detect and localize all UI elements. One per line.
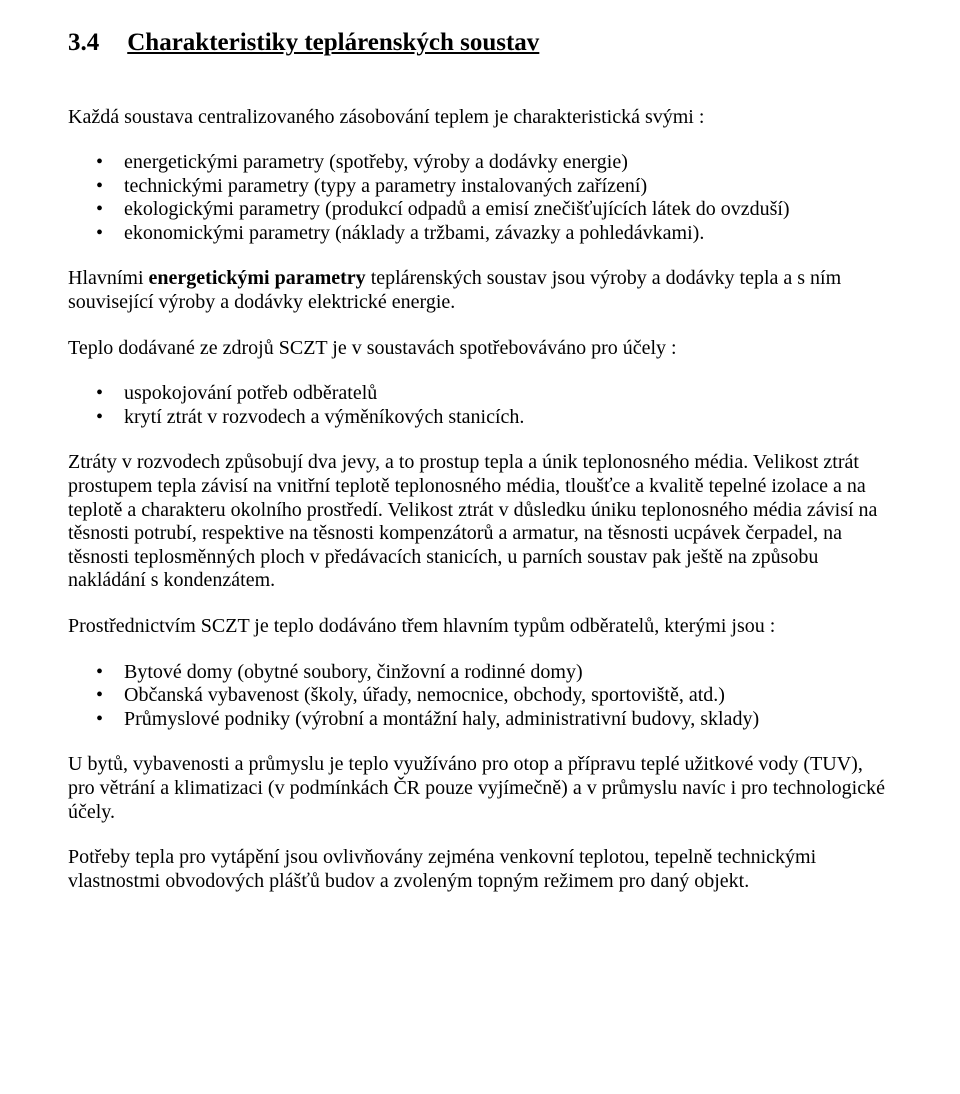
paragraph-intro-1: Každá soustava centralizovaného zásobová… bbox=[68, 106, 892, 130]
paragraph-heat-use: U bytů, vybavenosti a průmyslu je teplo … bbox=[68, 753, 892, 824]
list-item: ekonomickými parametry (náklady a tržbam… bbox=[96, 222, 892, 246]
list-purposes: uspokojování potřeb odběratelů krytí ztr… bbox=[68, 382, 892, 429]
list-item: technickými parametry (typy a parametry … bbox=[96, 175, 892, 199]
text-bold: energetickými parametry bbox=[149, 267, 366, 289]
section-heading: 3.4 Charakteristiky teplárenských soustav bbox=[68, 28, 892, 58]
list-item: Bytové domy (obytné soubory, činžovní a … bbox=[96, 661, 892, 685]
list-item: krytí ztrát v rozvodech a výměníkových s… bbox=[96, 406, 892, 430]
list-parameters: energetickými parametry (spotřeby, výrob… bbox=[68, 151, 892, 245]
paragraph-heating-needs: Potřeby tepla pro vytápění jsou ovlivňov… bbox=[68, 846, 892, 893]
list-item: ekologickými parametry (produkcí odpadů … bbox=[96, 198, 892, 222]
paragraph-energetic-params: Hlavními energetickými parametry tepláre… bbox=[68, 267, 892, 314]
paragraph-losses: Ztráty v rozvodech způsobují dva jevy, a… bbox=[68, 451, 892, 593]
text-prefix: Hlavními bbox=[68, 267, 149, 289]
list-item: energetickými parametry (spotřeby, výrob… bbox=[96, 151, 892, 175]
list-item: Průmyslové podniky (výrobní a montážní h… bbox=[96, 708, 892, 732]
list-consumers: Bytové domy (obytné soubory, činžovní a … bbox=[68, 661, 892, 732]
list-item: Občanská vybavenost (školy, úřady, nemoc… bbox=[96, 684, 892, 708]
section-title: Charakteristiky teplárenských soustav bbox=[127, 29, 539, 56]
section-number: 3.4 bbox=[68, 28, 99, 58]
list-item: uspokojování potřeb odběratelů bbox=[96, 382, 892, 406]
paragraph-consumers-intro: Prostřednictvím SCZT je teplo dodáváno t… bbox=[68, 615, 892, 639]
paragraph-heat-purposes: Teplo dodávané ze zdrojů SCZT je v soust… bbox=[68, 337, 892, 361]
